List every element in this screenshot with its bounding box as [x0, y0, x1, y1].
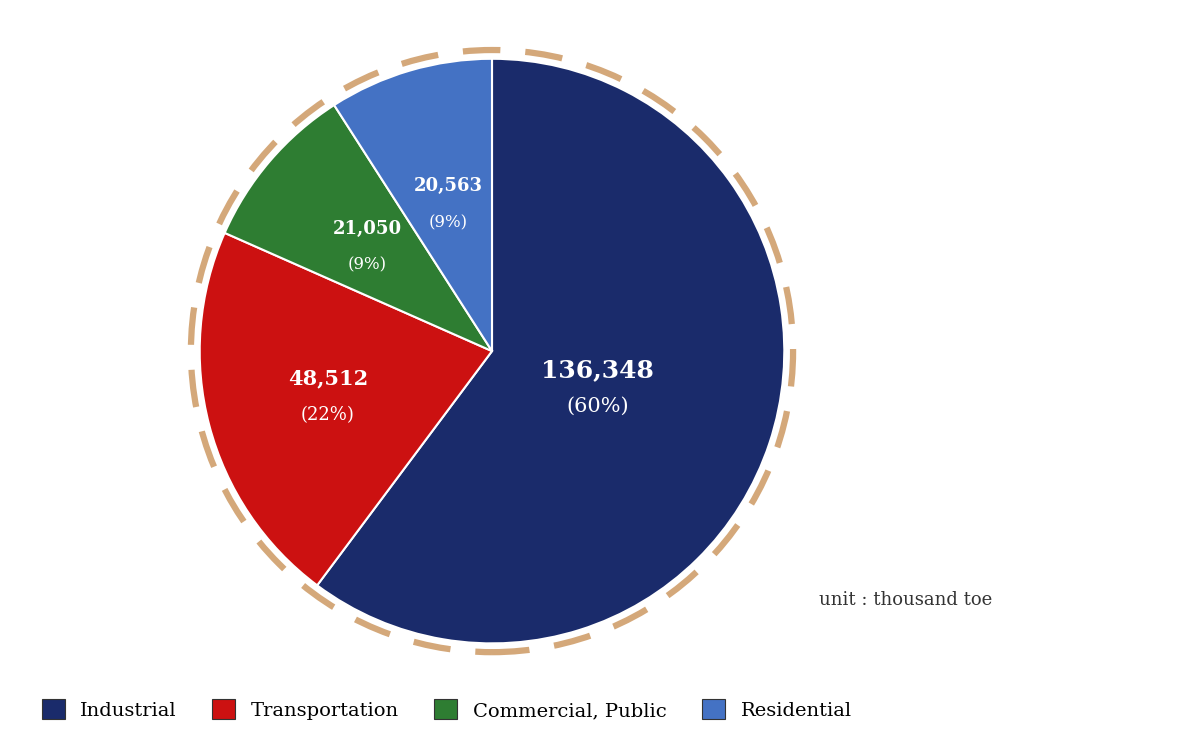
Text: (9%): (9%) — [348, 256, 388, 273]
Text: 20,563: 20,563 — [414, 177, 482, 196]
Text: unit : thousand toe: unit : thousand toe — [820, 591, 992, 609]
Text: 48,512: 48,512 — [288, 368, 368, 388]
Text: 21,050: 21,050 — [334, 220, 402, 238]
Legend: Industrial, Transportation, Commercial, Public, Residential: Industrial, Transportation, Commercial, … — [34, 692, 859, 728]
Text: 136,348: 136,348 — [541, 358, 654, 382]
Wedge shape — [199, 233, 492, 586]
Wedge shape — [317, 59, 785, 643]
Text: (60%): (60%) — [566, 397, 629, 416]
Wedge shape — [224, 105, 492, 351]
Text: (9%): (9%) — [428, 214, 468, 232]
Text: (22%): (22%) — [301, 406, 355, 424]
Wedge shape — [334, 59, 492, 351]
